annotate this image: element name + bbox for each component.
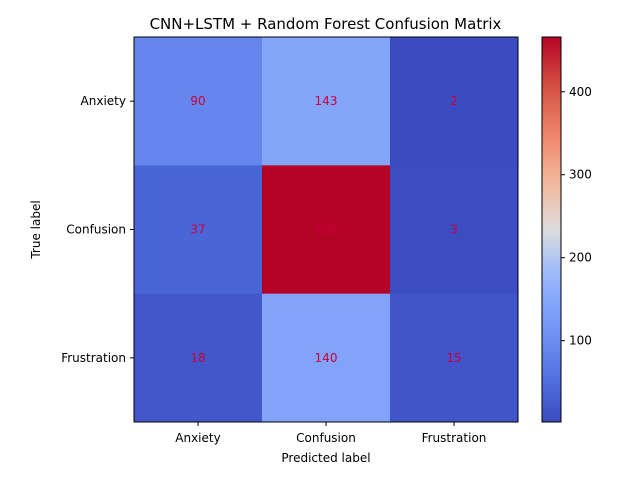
heatmap-cell — [390, 37, 519, 166]
y-axis-ticks: Anxiety Confusion Frustration — [61, 94, 134, 365]
colorbar-ticks: 100 200 300 400 — [561, 85, 592, 348]
cell-value-label: 90 — [190, 94, 205, 108]
heatmap-cell — [262, 165, 391, 295]
cell-value-label: 37 — [190, 223, 205, 237]
y-axis-label: True label — [29, 200, 43, 259]
cell-value-label: 466 — [315, 223, 338, 237]
x-tick-label: Frustration — [422, 431, 487, 445]
colorbar — [541, 36, 562, 423]
heatmap-cell — [134, 165, 263, 295]
x-tick-label: Anxiety — [175, 431, 220, 445]
x-tick-label: Confusion — [296, 431, 356, 445]
cell-value-label: 18 — [190, 351, 205, 365]
cell-value-label: 3 — [450, 223, 458, 237]
cell-value-label: 143 — [315, 94, 338, 108]
colorbar-tick-label: 300 — [569, 168, 592, 182]
heatmap-cell — [262, 293, 391, 423]
x-axis-label: Predicted label — [281, 451, 370, 465]
colorbar-tick-label: 200 — [569, 251, 592, 265]
y-tick-label: Anxiety — [81, 94, 126, 108]
cell-value-label: 15 — [446, 351, 461, 365]
heatmap-cell — [262, 37, 391, 166]
colorbar-tick-label: 400 — [569, 85, 592, 99]
colorbar-tick-label: 100 — [569, 334, 592, 348]
y-tick-label: Confusion — [66, 223, 126, 237]
heatmap-cell — [134, 293, 263, 423]
chart-title: CNN+LSTM + Random Forest Confusion Matri… — [150, 15, 502, 33]
x-axis-ticks: Anxiety Confusion Frustration — [175, 422, 486, 445]
cell-value-label: 2 — [450, 94, 458, 108]
heatmap-cell — [390, 165, 519, 295]
heatmap-cells — [134, 37, 519, 423]
heatmap-cell-labels: 90 143 2 37 466 3 18 140 15 — [190, 94, 461, 365]
heatmap-cell — [390, 293, 519, 423]
cell-value-label: 140 — [315, 351, 338, 365]
y-tick-label: Frustration — [61, 351, 126, 365]
heatmap-cell — [134, 37, 263, 166]
